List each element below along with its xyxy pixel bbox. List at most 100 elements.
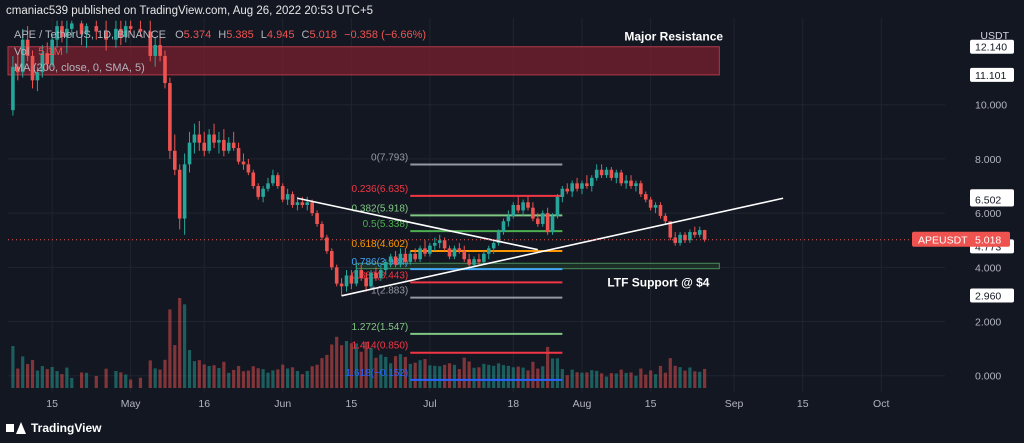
candle-body [202, 142, 207, 151]
x-tick-label: 18 [507, 398, 519, 410]
volume-bar [393, 356, 398, 388]
volume-bar [433, 365, 437, 388]
volume-bar [222, 361, 226, 388]
candle-body [226, 142, 231, 151]
candle-body [379, 270, 383, 279]
volume-bar [492, 365, 496, 388]
volume-bar [658, 365, 663, 388]
x-axis: 15 May 16 Jun 15 Jul 18 Aug 15 Sep 15 Oct [46, 398, 889, 410]
price-tag-label: 12.140 [975, 42, 1007, 54]
candle-body [231, 142, 236, 149]
ma-legend[interactable]: MA (200, close, 0, SMA, 5) [14, 62, 145, 74]
volume-bar [585, 372, 589, 388]
candle-body [506, 215, 511, 222]
price-tag-box [970, 67, 1014, 82]
candle-body [477, 259, 481, 262]
candle-body [540, 213, 545, 224]
candle-body [536, 218, 540, 224]
candle-body [545, 213, 550, 233]
price-tag-box [970, 192, 1014, 207]
y-tick-label: 4.000 [975, 262, 1001, 274]
resistance-label: Major Resistance [624, 30, 723, 44]
x-tick-label: Jun [274, 398, 291, 410]
volume-bar [506, 365, 510, 388]
ohlc-close: 5.018 [309, 29, 337, 41]
volume-bar [472, 367, 476, 388]
x-tick-label: Sep [725, 398, 744, 410]
volume-bar [374, 357, 378, 388]
fib-label: 1.618(−0.152) [346, 368, 409, 379]
volume-bar [408, 363, 412, 388]
candle-body [403, 253, 408, 262]
volume-bar [16, 368, 20, 388]
volume-bar [423, 359, 427, 388]
candle-body [673, 237, 677, 243]
volume-bar [217, 368, 221, 388]
volume-label[interactable]: Vol [14, 46, 30, 58]
volume-bar [447, 363, 452, 388]
volume-bar [698, 371, 702, 388]
candle-body [16, 66, 20, 73]
y-tick-label: 6.000 [975, 208, 1001, 220]
candle-body [222, 139, 226, 151]
y-tick-label: 8.000 [975, 154, 1001, 166]
candle-body [11, 66, 15, 111]
y-tick-label: 10.000 [975, 100, 1007, 112]
x-tick-label: Jul [423, 398, 436, 410]
candle-body [433, 242, 437, 246]
volume-bar [276, 369, 280, 388]
volume-bar [501, 365, 506, 388]
volume-bar [703, 368, 707, 388]
ohlc-high: 5.385 [226, 29, 254, 41]
volume-value: 5.1M [38, 46, 63, 58]
candle-body [315, 213, 319, 224]
candle-body [629, 180, 633, 187]
volume-bar [477, 367, 481, 388]
volume-bar [575, 372, 579, 388]
volume-bars [11, 298, 707, 388]
x-tick-label: Aug [573, 398, 592, 410]
candle-body [589, 177, 594, 187]
volume-bar [178, 298, 182, 388]
volume-bar [653, 374, 658, 388]
candle-body [364, 278, 368, 287]
candle-body [648, 199, 653, 208]
volume-bar [438, 366, 442, 388]
candle-body [20, 39, 25, 73]
candle-body [423, 248, 427, 254]
volume-bar [310, 366, 314, 388]
volume-bar [555, 358, 560, 388]
volume-bar [369, 347, 373, 388]
volume-bar [467, 361, 471, 388]
volume-bar [644, 374, 648, 388]
fib-label: 0.5(5.338) [363, 219, 409, 230]
volume-bar [521, 367, 525, 388]
symbol-name[interactable]: APE / TetherUS, 1D, BINANCE [14, 29, 167, 41]
volume-bar [153, 368, 157, 388]
volume-bar [379, 354, 383, 388]
volume-bar [354, 343, 358, 388]
price-tag-label: 11.101 [975, 70, 1006, 82]
volume-bar [496, 363, 501, 388]
volume-bar [609, 373, 614, 388]
volume-bar [359, 351, 363, 388]
volume-bar [119, 372, 123, 388]
volume-bar [560, 369, 564, 388]
candle-body [428, 245, 432, 254]
trendline [341, 197, 784, 297]
volume-bar [21, 356, 25, 388]
candle-body [658, 205, 663, 216]
candle-body [197, 134, 202, 143]
candle-body [359, 270, 364, 279]
candle-body [119, 28, 123, 37]
candle-body [310, 202, 314, 214]
candle-body [300, 202, 305, 205]
volume-bar [286, 368, 290, 388]
candle-body [437, 240, 442, 243]
candle-body [565, 188, 570, 192]
candle-body [79, 23, 84, 35]
candle-body [148, 31, 153, 56]
candle-body [501, 221, 506, 233]
candle-body [374, 272, 378, 279]
